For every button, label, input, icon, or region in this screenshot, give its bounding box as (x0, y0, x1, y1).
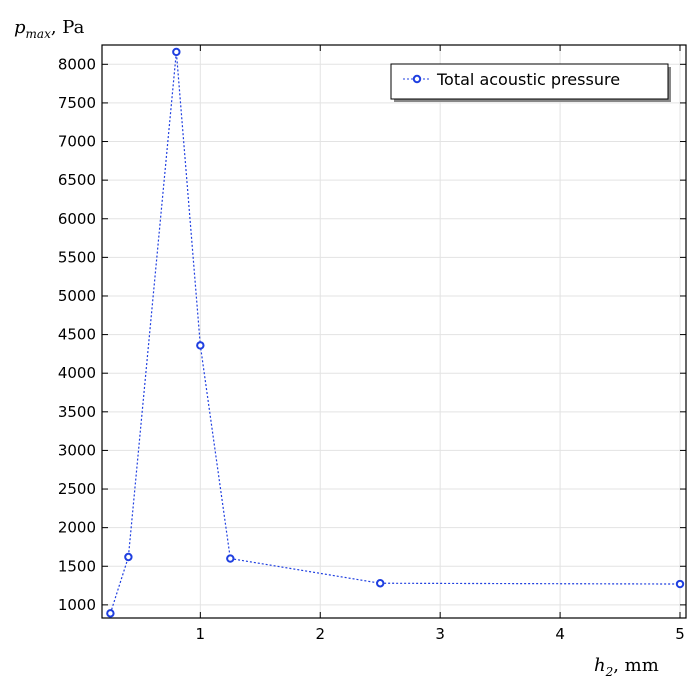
legend-label: Total acoustic pressure (436, 70, 620, 89)
y-tick-label: 1000 (58, 596, 96, 614)
y-tick-label: 1500 (58, 557, 96, 575)
y-tick-label: 6000 (58, 210, 96, 228)
y-tick-label: 2000 (58, 519, 96, 537)
y-tick-label: 7500 (58, 94, 96, 112)
y-tick-label: 5500 (58, 248, 96, 266)
y-tick-label: 6500 (58, 171, 96, 189)
data-point (196, 341, 205, 350)
series-layer (106, 47, 685, 618)
y-tick-label: 7000 (58, 133, 96, 151)
data-point (226, 554, 235, 563)
y-tick-label: 5000 (58, 287, 96, 305)
axis-ticks: 1000 1500 2000 2500 3000 3500 4000 4500 5000 5500… (58, 45, 686, 643)
x-tick-label: 3 (435, 625, 445, 643)
x-axis-label: h2, mm (594, 655, 659, 679)
y-tick-label: 3500 (58, 403, 96, 421)
x-tick-label: 4 (555, 625, 565, 643)
data-point (124, 552, 133, 562)
legend: Total acoustic pressure (390, 63, 671, 102)
data-point (172, 47, 181, 57)
plot-frame (101, 44, 687, 619)
x-tick-label: 2 (315, 625, 325, 643)
y-tick-label: 4500 (58, 326, 96, 344)
x-tick-label: 1 (196, 625, 206, 643)
y-tick-label: 2500 (58, 480, 96, 498)
grid-lines (102, 45, 686, 618)
data-point (106, 609, 115, 618)
data-point (675, 579, 685, 589)
y-tick-label: 3000 (58, 441, 96, 459)
series-line (109, 51, 681, 614)
data-point (376, 579, 385, 588)
legend-box (390, 63, 669, 100)
y-axis-label: pmax, Pa (14, 17, 85, 41)
y-tick-label: 4000 (58, 364, 96, 382)
legend-marker (412, 74, 422, 84)
x-tick-label: 5 (675, 625, 685, 643)
y-tick-label: 8000 (58, 55, 96, 73)
